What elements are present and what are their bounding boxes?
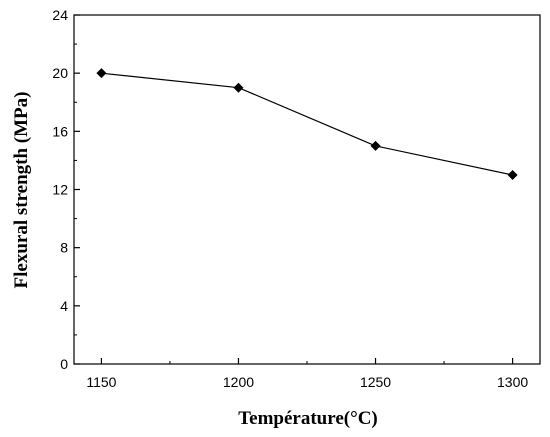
x-tick-label: 1200 (223, 374, 254, 390)
x-axis-ticks: 1150 1200 1250 1300 (86, 358, 528, 390)
data-point-marker (507, 169, 518, 180)
y-tick-label: 20 (52, 65, 68, 81)
plot-frame (73, 14, 541, 365)
x-tick-label: 1300 (497, 374, 528, 390)
data-point-marker (233, 82, 244, 93)
y-tick-label: 4 (60, 298, 68, 314)
series-line (101, 72, 513, 176)
data-point-marker (96, 68, 107, 79)
x-axis-title: Température(°C) (238, 408, 378, 429)
data-point-marker (370, 140, 381, 151)
y-axis-ticks: 0 4 8 12 16 20 24 (52, 7, 80, 372)
y-tick-label: 8 (60, 240, 68, 256)
series-group (96, 68, 518, 180)
y-tick-label: 24 (52, 7, 68, 23)
x-tick-label: 1250 (360, 374, 391, 390)
y-tick-label: 16 (52, 123, 68, 139)
y-axis-title: Flexural strength (MPa) (11, 92, 32, 289)
y-tick-label: 0 (60, 356, 68, 372)
x-tick-label: 1150 (86, 374, 116, 390)
y-tick-label: 12 (52, 182, 68, 198)
